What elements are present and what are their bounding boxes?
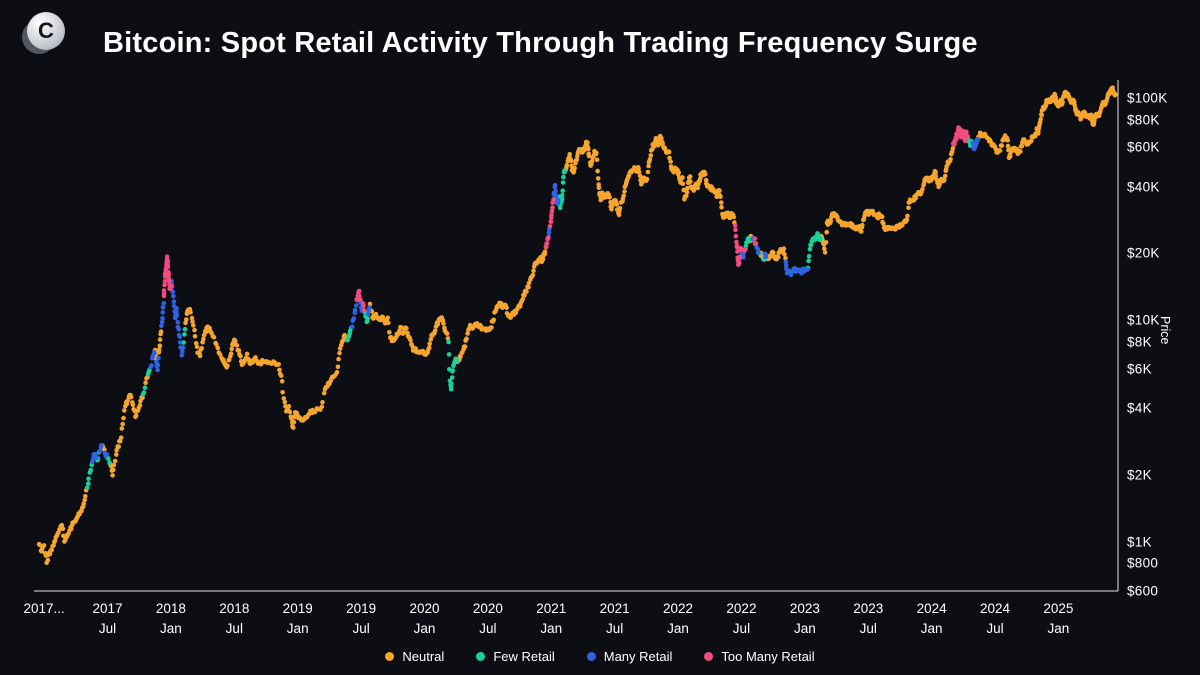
x-tick-label: 2020 Jul (472, 601, 503, 636)
y-tick-label: $100K (1127, 90, 1168, 106)
legend-color-dot (385, 652, 395, 661)
y-tick-label: $60K (1127, 139, 1160, 155)
series-neutral (36, 85, 1118, 565)
y-tick-label: $600 (1127, 583, 1159, 599)
x-tick-label: 2024 Jul (979, 601, 1011, 636)
x-tick-label: 2024 Jan (916, 601, 947, 636)
legend-label: Many Retail (603, 649, 673, 664)
x-tick-label: 2022 Jan (663, 601, 694, 636)
axis-lines (34, 80, 1119, 592)
x-tick-label: 2020 Jan (409, 601, 440, 636)
x-tick-label: 2021 Jul (599, 601, 630, 636)
legend-label: Neutral (402, 649, 445, 664)
legend-item-few-retail[interactable]: Few Retail (476, 649, 555, 664)
y-tick-label: $80K (1127, 112, 1160, 128)
y-tick-label: $8K (1127, 334, 1152, 350)
logo-letter: C (38, 18, 54, 43)
legend-label: Few Retail (493, 649, 555, 664)
x-tick-label: 2023 Jan (789, 601, 820, 636)
brand-logo: C (22, 12, 68, 58)
x-tick-label: 2018 Jul (219, 601, 250, 636)
x-tick-label: 2017 Jul (92, 601, 123, 636)
x-tick-label: 2019 Jul (346, 601, 377, 636)
legend-color-dot (476, 652, 486, 661)
y-axis-title: Price (1158, 316, 1172, 345)
coin-icon: C (27, 12, 65, 50)
legend-label: Too Many Retail (721, 649, 815, 664)
legend-color-dot (586, 652, 596, 661)
series-too-many-retail (161, 125, 970, 313)
x-tick-label: 2022 Jul (726, 601, 757, 636)
chart-title: Bitcoin: Spot Retail Activity Through Tr… (103, 27, 978, 59)
legend-color-dot (704, 652, 714, 661)
series-few-retail (84, 134, 975, 491)
y-tick-label: $10K (1127, 312, 1160, 328)
legend: Neutral Few Retail Many Retail Too Many Ret… (0, 649, 1200, 664)
y-tick-label: $800 (1127, 555, 1159, 571)
y-tick-label: $20K (1127, 245, 1160, 261)
legend-item-neutral[interactable]: Neutral (385, 649, 444, 664)
x-tick-label: 2018 Jan (155, 601, 186, 636)
y-tick-label: $2K (1127, 467, 1152, 483)
y-tick-label: $4K (1127, 400, 1152, 416)
legend-item-too-many-retail[interactable]: Too Many Retail (704, 649, 815, 664)
y-tick-label: $1K (1127, 534, 1152, 550)
x-tick-label: 2025 Jan (1043, 601, 1074, 636)
x-tick-label: 2019 Jan (282, 601, 313, 636)
legend-item-many-retail[interactable]: Many Retail (586, 649, 673, 664)
x-tick-label: 2021 Jan (536, 601, 567, 636)
x-tick-label: 2023 Jul (853, 601, 884, 636)
series-many-retail (90, 137, 981, 464)
x-tick-label: 2017... (23, 601, 65, 616)
y-tick-label: $40K (1127, 179, 1160, 195)
y-tick-label: $6K (1127, 361, 1152, 377)
